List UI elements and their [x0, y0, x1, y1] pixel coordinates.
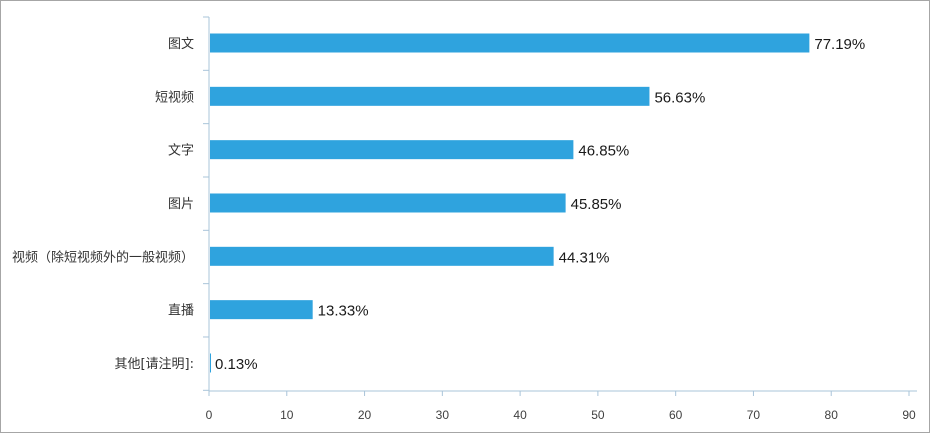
value-label: 0.13%: [215, 356, 258, 373]
value-label: 13.33%: [318, 303, 369, 320]
category-label: 其他[请注明]:: [114, 357, 194, 372]
bar: [210, 353, 211, 373]
bar: [210, 300, 313, 320]
x-tick-label: 50: [591, 408, 605, 422]
category-label: 图文: [168, 37, 194, 52]
x-tick-label: 90: [902, 408, 916, 422]
bar: [210, 86, 650, 106]
bar: [210, 140, 574, 160]
value-label: 77.19%: [814, 36, 865, 53]
x-tick-label: 20: [358, 408, 372, 422]
bar: [210, 246, 554, 266]
category-label: 文字: [168, 144, 194, 159]
value-label: 44.31%: [559, 249, 610, 266]
x-tick-label: 70: [747, 408, 761, 422]
value-label: 45.85%: [571, 196, 622, 213]
category-label: 短视频: [155, 90, 194, 105]
category-label: 直播: [168, 304, 194, 319]
value-label: 56.63%: [654, 89, 705, 106]
x-tick-label: 40: [513, 408, 527, 422]
value-label: 46.85%: [578, 143, 629, 160]
x-tick-label: 80: [825, 408, 839, 422]
category-label: 图片: [168, 197, 194, 212]
bar: [210, 33, 810, 53]
x-tick-label: 0: [206, 408, 213, 422]
x-tick-label: 60: [669, 408, 683, 422]
x-tick-label: 30: [436, 408, 450, 422]
x-tick-label: 10: [280, 408, 294, 422]
bar: [210, 193, 566, 213]
category-label: 视频（除短视频外的一般视频）: [12, 249, 194, 265]
